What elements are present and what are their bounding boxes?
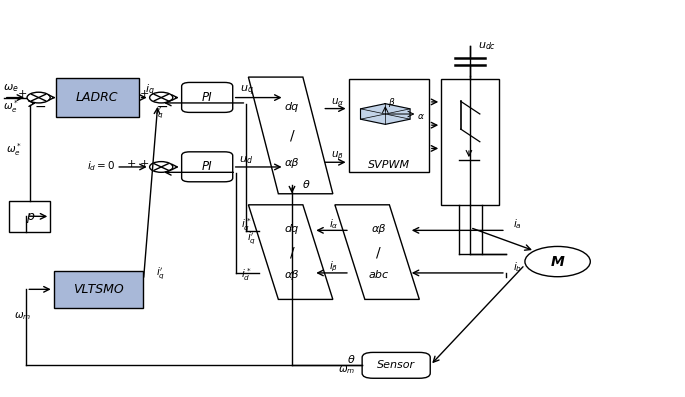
FancyBboxPatch shape [349,79,429,172]
Text: $\theta$: $\theta$ [302,178,311,190]
Text: $i_\beta$: $i_\beta$ [329,259,338,274]
Text: +: + [18,89,27,99]
Text: dq: dq [285,224,299,234]
Text: +: + [140,89,149,99]
Text: PI: PI [202,91,212,104]
Text: dq: dq [285,102,299,112]
Text: /: / [376,245,381,259]
Text: $\omega_e$: $\omega_e$ [3,82,18,94]
Text: $i_q'$: $i_q'$ [155,266,165,281]
Polygon shape [360,104,410,124]
Text: αβ: αβ [285,270,299,280]
Polygon shape [335,205,419,299]
Text: M: M [551,254,564,269]
Circle shape [149,92,173,103]
Text: $\omega_m$: $\omega_m$ [14,310,32,322]
Text: $i_q'$: $i_q'$ [247,229,256,246]
Text: $\theta$: $\theta$ [347,353,356,365]
Text: LADRC: LADRC [76,91,119,104]
Circle shape [525,247,590,277]
Text: abc: abc [369,270,388,280]
Text: $i_\alpha$: $i_\alpha$ [329,217,338,231]
Text: $u_q$: $u_q$ [240,83,253,98]
Text: SVPWM: SVPWM [368,160,410,170]
Text: /: / [290,245,295,259]
Text: αβ: αβ [371,224,386,234]
Text: αβ: αβ [285,158,299,168]
Text: $i_a$: $i_a$ [512,217,521,231]
Text: PI: PI [202,160,212,173]
Text: $i_d=0$: $i_d=0$ [86,160,115,173]
Text: $i_q^*$: $i_q^*$ [241,217,251,234]
Text: $i_d^*$: $i_d^*$ [241,266,251,283]
Text: α: α [417,112,423,121]
Polygon shape [249,77,333,194]
Text: +: + [140,159,149,169]
Text: $u_d$: $u_d$ [239,154,253,166]
Text: $i_q'$: $i_q'$ [155,104,164,120]
Text: Sensor: Sensor [377,360,415,370]
Text: $\omega_e^*$: $\omega_e^*$ [3,98,18,116]
FancyBboxPatch shape [10,201,50,232]
Text: $i_b$: $i_b$ [512,260,522,274]
FancyBboxPatch shape [441,79,499,205]
Polygon shape [249,205,333,299]
Text: $\omega_e^*$: $\omega_e^*$ [5,141,22,158]
Text: $u_{dc}$: $u_{dc}$ [478,40,496,52]
FancyBboxPatch shape [182,152,233,182]
Text: $\omega_m$: $\omega_m$ [338,364,356,376]
Text: /: / [290,128,295,143]
Text: VLTSMO: VLTSMO [73,283,124,296]
Text: p: p [26,210,34,223]
FancyBboxPatch shape [53,271,143,308]
FancyBboxPatch shape [55,78,139,116]
Text: β: β [388,98,394,106]
Text: −: − [157,100,169,114]
Circle shape [149,162,173,172]
Text: $i_q$: $i_q$ [145,83,155,99]
Text: $u_\beta$: $u_\beta$ [331,150,344,162]
FancyBboxPatch shape [182,83,233,112]
Text: −: − [34,100,46,114]
Text: $u_\alpha$: $u_\alpha$ [331,96,344,108]
FancyBboxPatch shape [362,353,430,378]
Text: +: + [127,159,136,169]
Circle shape [27,92,50,103]
